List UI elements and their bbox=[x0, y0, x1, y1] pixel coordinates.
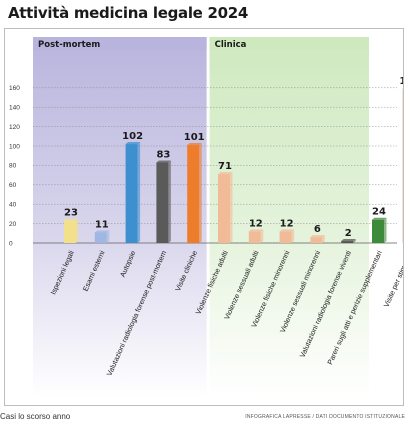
data-label: 2 bbox=[345, 228, 352, 239]
y-tick-label: 60 bbox=[9, 182, 17, 189]
chart-frame: Post-mortem Clinica 0 20 40 60 80 100 120 140 160 2… bbox=[4, 28, 404, 406]
y-tick-label: 80 bbox=[9, 163, 17, 170]
y-tick-label: 120 bbox=[9, 124, 20, 131]
data-label: 11 bbox=[95, 219, 109, 230]
bar-side bbox=[322, 235, 325, 243]
bar-side bbox=[199, 143, 202, 243]
bar bbox=[372, 219, 384, 243]
bar bbox=[94, 232, 107, 243]
data-label: 71 bbox=[218, 161, 232, 172]
section-background-post-mortem bbox=[33, 37, 207, 397]
data-label: 23 bbox=[64, 208, 78, 219]
data-label: 12 bbox=[249, 218, 263, 229]
bar-side bbox=[137, 142, 141, 243]
bar-top bbox=[279, 229, 295, 232]
bar bbox=[218, 174, 230, 243]
bar-top bbox=[94, 230, 110, 233]
bar-top bbox=[372, 217, 387, 220]
data-label: 101 bbox=[184, 132, 205, 143]
section-header-strip bbox=[33, 37, 207, 50]
data-label: 12 bbox=[280, 218, 294, 229]
section-label: Clinica bbox=[215, 40, 247, 50]
bar-chart: Post-mortem Clinica 0 20 40 60 80 100 120 140 160 2… bbox=[9, 37, 403, 397]
bar-side bbox=[353, 239, 356, 243]
bar bbox=[125, 144, 138, 243]
source-credit: INFOGRAFICA LAPRESSE / DATI DOCUMENTO IS… bbox=[245, 414, 405, 420]
bar bbox=[64, 220, 76, 243]
bar-top bbox=[187, 143, 202, 146]
y-tick-label: 160 bbox=[9, 85, 20, 92]
section-label: Post-mortem bbox=[38, 40, 100, 50]
x-tick-label: Visite per stima età bbox=[382, 249, 403, 308]
bar bbox=[279, 231, 292, 243]
bar bbox=[156, 162, 169, 243]
bar-top bbox=[218, 172, 233, 175]
bar-side bbox=[384, 217, 387, 243]
y-tick-label: 140 bbox=[9, 105, 20, 112]
footer-note: Casi lo scorso anno bbox=[0, 412, 71, 421]
data-label: 6 bbox=[314, 224, 321, 235]
data-label: 83 bbox=[156, 149, 170, 160]
bar bbox=[248, 231, 261, 243]
bar-top bbox=[125, 142, 141, 145]
bar-top bbox=[248, 229, 264, 232]
bar-top bbox=[310, 235, 325, 238]
section-header-strip bbox=[209, 37, 369, 50]
bar-top bbox=[64, 218, 79, 221]
data-label: 102 bbox=[122, 131, 143, 142]
bar-side bbox=[260, 229, 264, 243]
bar bbox=[310, 237, 323, 243]
bar-side bbox=[76, 218, 79, 243]
bar-top bbox=[341, 239, 356, 242]
y-tick-label: 0 bbox=[9, 240, 13, 247]
bar-side bbox=[168, 160, 171, 243]
y-tick-label: 40 bbox=[9, 202, 17, 209]
data-label: 159 bbox=[399, 76, 403, 87]
chart-title: Attività medicina legale 2024 bbox=[8, 4, 249, 22]
section-background-clinica bbox=[209, 37, 369, 397]
y-tick-label: 20 bbox=[9, 221, 17, 228]
data-label: 24 bbox=[372, 207, 386, 218]
bar bbox=[341, 241, 354, 243]
bar-side bbox=[230, 172, 233, 243]
bar bbox=[187, 145, 200, 243]
bar-side bbox=[291, 229, 295, 243]
bar-side bbox=[106, 230, 110, 243]
bar-top bbox=[156, 160, 171, 163]
y-tick-label: 100 bbox=[9, 143, 20, 150]
